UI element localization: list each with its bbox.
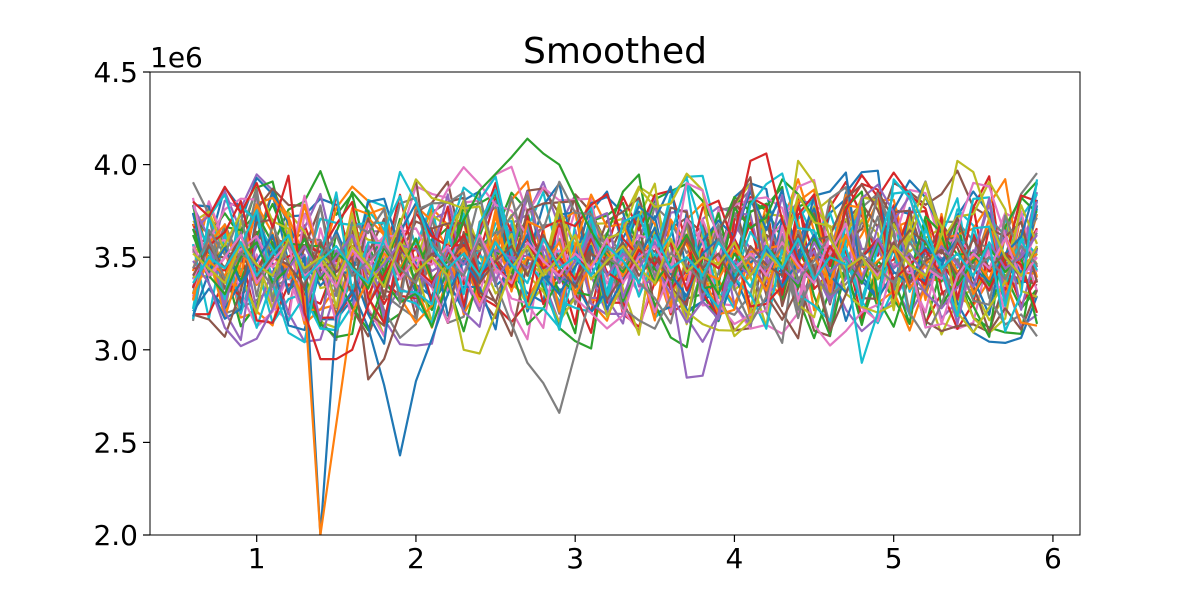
series-line-47 [191, 180, 1038, 339]
y-axis: 2.0 2.5 3.0 3.5 4.0 4.5 [93, 56, 150, 552]
series-line-22 [192, 180, 1038, 340]
series-line-7 [192, 233, 1038, 414]
y-tick-label: 3.0 [93, 334, 138, 367]
x-tick-label: 4 [726, 542, 744, 575]
y-tick-label: 3.5 [93, 241, 138, 274]
plot-frame [149, 71, 1081, 536]
series-line-4 [192, 233, 1038, 379]
series-line-42 [191, 173, 1038, 333]
series-line-9 [192, 170, 1039, 364]
y-tick-label: 4.5 [93, 56, 138, 89]
y-tick-label: 4.0 [93, 149, 138, 182]
y-offset-label: 1e6 [150, 41, 203, 74]
x-tick-label: 6 [1044, 542, 1062, 575]
series-line-39 [191, 175, 1038, 331]
series-group [191, 137, 1039, 535]
x-tick-label: 2 [407, 542, 425, 575]
x-tick-label: 5 [885, 542, 903, 575]
x-tick-label: 1 [248, 542, 266, 575]
series-line-33 [192, 171, 1038, 334]
chart-title: Smoothed [523, 31, 707, 72]
x-axis: 1 2 3 4 5 6 [248, 535, 1062, 575]
y-tick-label: 2.0 [93, 519, 138, 552]
y-tick-label: 2.5 [93, 426, 138, 459]
x-tick-label: 3 [566, 542, 584, 575]
